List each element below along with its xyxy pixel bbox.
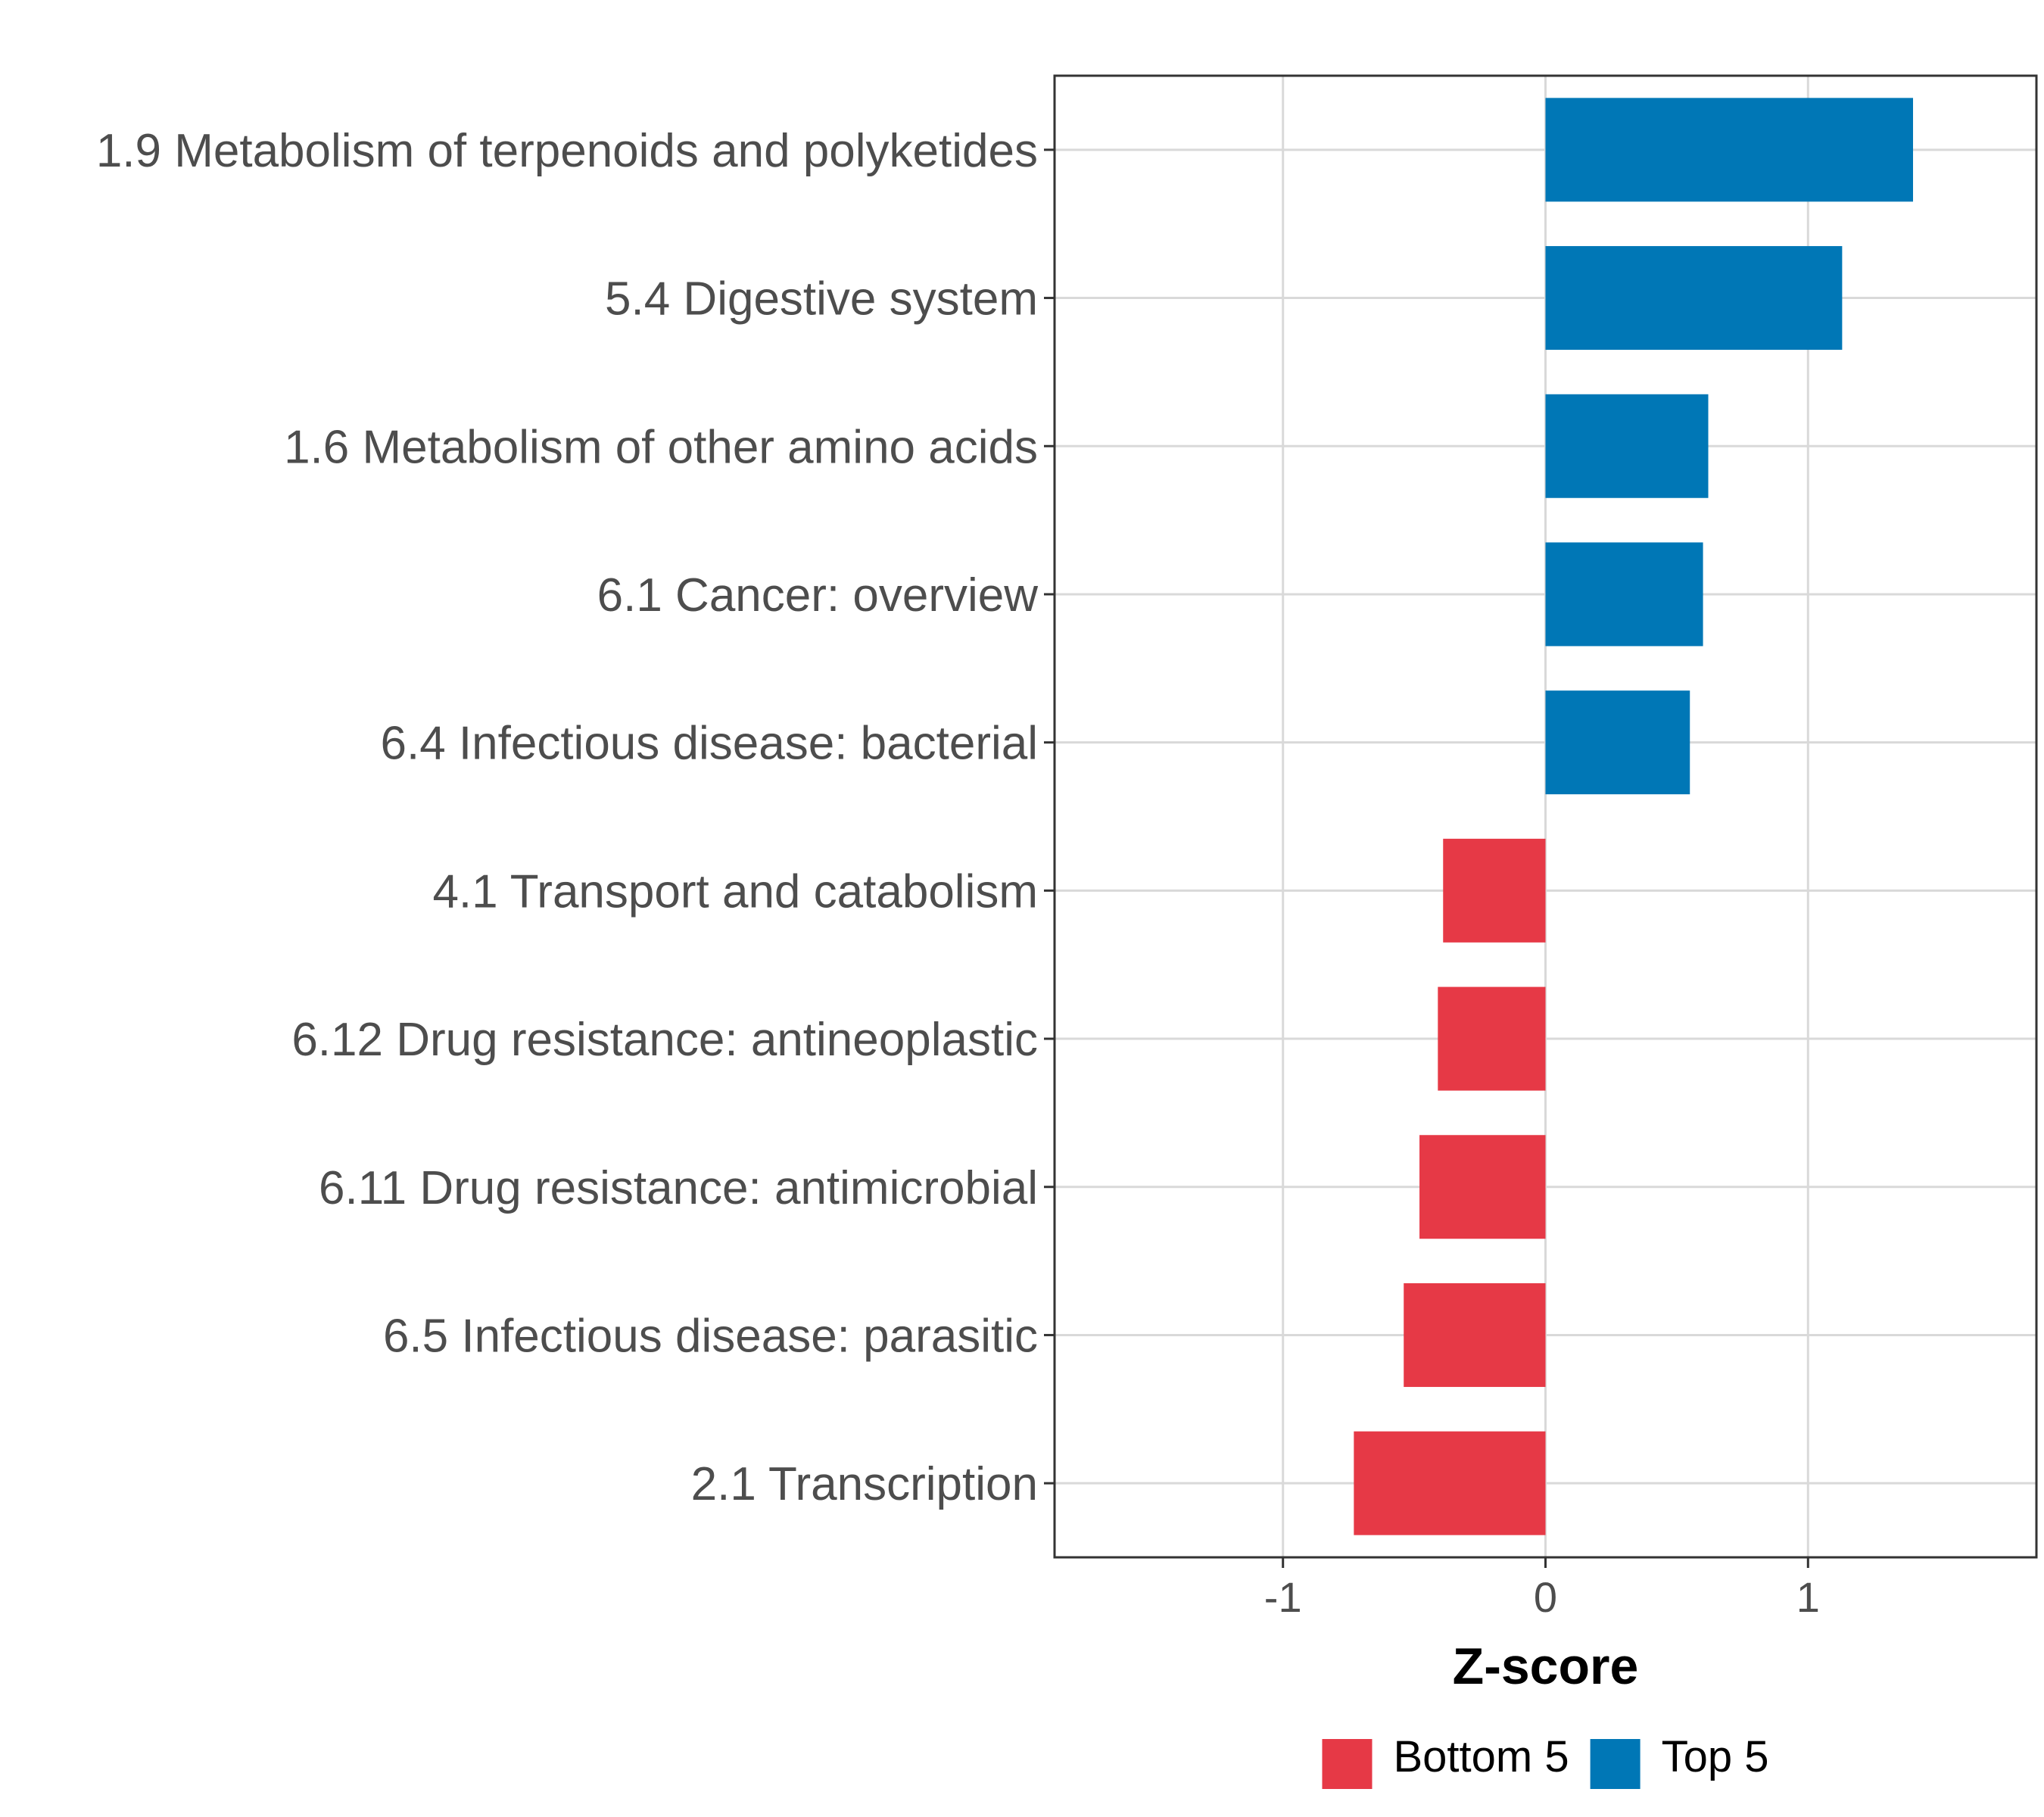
bar — [1545, 394, 1709, 498]
bar — [1354, 1431, 1546, 1535]
x-tick-label: 1 — [1796, 1573, 1820, 1621]
x-tick-label: -1 — [1264, 1573, 1302, 1621]
bar — [1545, 690, 1690, 795]
bar — [1545, 246, 1843, 351]
axis-layer: 1.9 Metabolism of terpenoids and polyket… — [96, 125, 1820, 1621]
legend-swatch — [1322, 1739, 1373, 1789]
category-label: 6.4 Infectious disease: bacterial — [380, 718, 1038, 770]
bar — [1545, 542, 1703, 647]
x-tick-label: 0 — [1534, 1573, 1557, 1621]
legend-item: Bottom 5 — [1322, 1732, 1569, 1789]
bar — [1443, 838, 1546, 943]
bar — [1404, 1282, 1546, 1387]
legend-swatch — [1590, 1739, 1640, 1789]
bar — [1438, 986, 1546, 1091]
x-axis-title: Z-score — [1453, 1638, 1639, 1695]
category-label: 6.5 Infectious disease: parasitic — [383, 1310, 1038, 1362]
legend-label: Top 5 — [1662, 1732, 1769, 1781]
legend: Bottom 5 Top 5 — [1322, 1732, 1769, 1789]
category-label: 6.1 Cancer: overview — [597, 569, 1039, 622]
category-label: 1.6 Metabolism of other amino acids — [284, 421, 1038, 473]
category-label: 6.11 Drug resistance: antimicrobial — [319, 1162, 1038, 1214]
bar-layer — [1354, 98, 1914, 1535]
category-label: 2.1 Transcription — [691, 1458, 1038, 1510]
category-label: 4.1 Transport and catabolism — [432, 865, 1038, 918]
bar — [1419, 1135, 1546, 1239]
legend-item: Top 5 — [1590, 1732, 1769, 1789]
legend-label: Bottom 5 — [1393, 1732, 1569, 1781]
category-label: 6.12 Drug resistance: antineoplastic — [291, 1014, 1038, 1066]
bar — [1545, 98, 1914, 202]
category-label: 1.9 Metabolism of terpenoids and polyket… — [96, 125, 1038, 177]
category-label: 5.4 Digestive system — [605, 273, 1038, 326]
